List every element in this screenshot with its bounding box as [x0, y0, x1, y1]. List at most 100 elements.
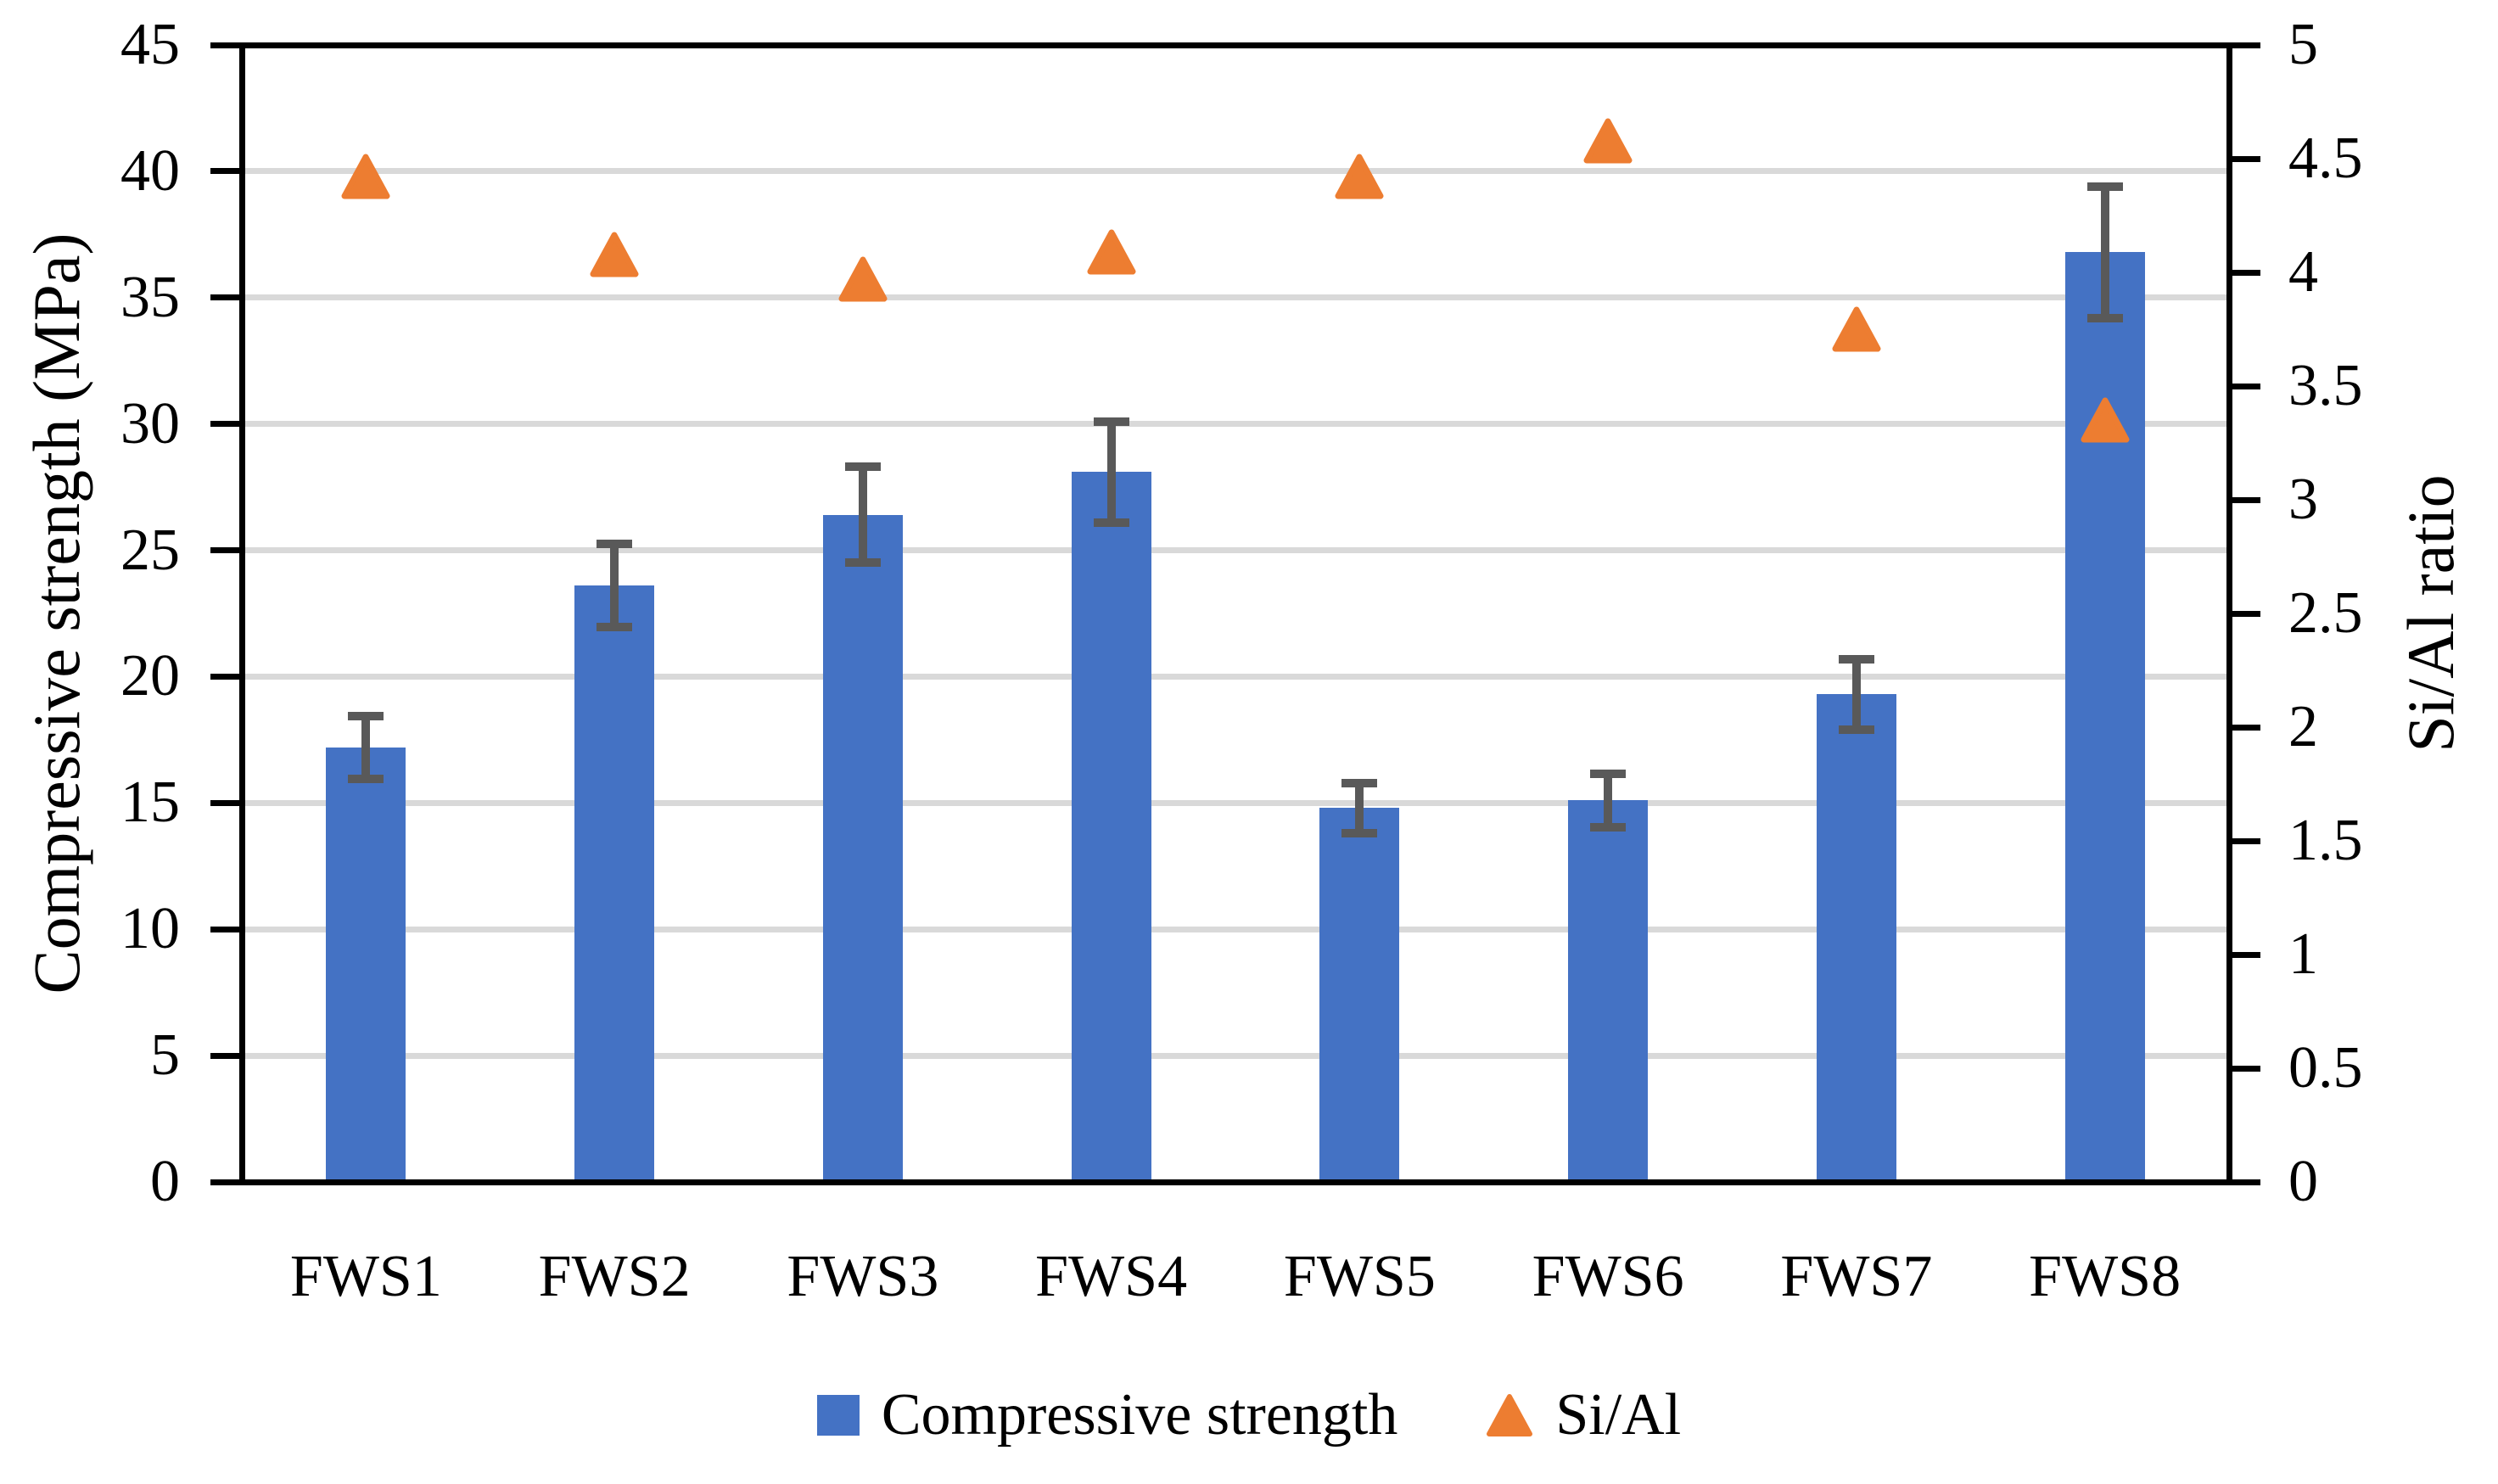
x-axis-label-FWS2: FWS2 — [538, 1244, 691, 1309]
error-bar-cap — [2086, 313, 2123, 322]
right-axis-tick-label: 2 — [2288, 694, 2318, 759]
right-axis-tick-label: 1 — [2288, 921, 2318, 987]
right-axis-tick-label: 1.5 — [2288, 808, 2363, 873]
error-bar-cap — [596, 623, 633, 632]
error-bar-stem — [1851, 658, 1861, 730]
left-axis-tick — [210, 1052, 242, 1059]
legend: Compressive strength Si/Al — [0, 1381, 2498, 1449]
bar-FWS6 — [1568, 800, 1649, 1182]
error-bar-cap — [1590, 770, 1627, 779]
right-axis-tick-label: 0.5 — [2288, 1035, 2363, 1100]
si-al-marker — [1832, 306, 1881, 352]
right-axis-tick — [2229, 1065, 2260, 1072]
error-bar-cap — [1341, 778, 1378, 787]
left-axis-title: Compressive strength (MPa) — [20, 232, 93, 994]
error-bar-cap — [1838, 654, 1874, 664]
x-axis-label-FWS1: FWS1 — [289, 1244, 442, 1309]
error-bar-cap — [596, 540, 633, 549]
triangle-marker-icon — [1486, 1393, 1533, 1437]
gridline — [242, 294, 2229, 301]
error-bar-stem — [361, 715, 371, 780]
si-al-marker — [1583, 118, 1633, 164]
right-axis-tick — [2229, 155, 2260, 162]
right-axis-tick — [2229, 42, 2260, 48]
left-axis-tick-label: 35 — [120, 264, 180, 330]
error-bar-cap — [1093, 518, 1129, 527]
left-axis-tick-label: 10 — [120, 896, 180, 962]
error-bar-cap — [1341, 829, 1378, 838]
left-axis-tick-label: 25 — [120, 517, 180, 583]
gridline — [242, 926, 2229, 932]
right-axis-tick — [2229, 1179, 2260, 1185]
right-axis-tick — [2229, 383, 2260, 389]
gridline — [242, 421, 2229, 428]
si-al-marker — [341, 154, 390, 199]
error-bar-cap — [1093, 417, 1129, 426]
left-axis-tick — [210, 926, 242, 932]
error-bar-cap — [844, 462, 881, 472]
gridline — [242, 547, 2229, 554]
right-axis-tick-label: 4.5 — [2288, 126, 2363, 191]
left-axis-tick-label: 45 — [120, 12, 180, 77]
error-bar-cap — [348, 775, 384, 784]
bar-FWS4 — [1071, 472, 1151, 1182]
error-bar-stem — [1604, 774, 1613, 827]
bar-FWS7 — [1816, 694, 1896, 1182]
error-bar-stem — [858, 467, 867, 563]
left-axis-tick — [210, 421, 242, 428]
right-axis-tick — [2229, 724, 2260, 731]
left-axis-tick-label: 30 — [120, 390, 180, 456]
left-axis-tick — [210, 168, 242, 175]
x-axis-label-FWS4: FWS4 — [1035, 1244, 1188, 1309]
right-axis-tick-label: 3 — [2288, 467, 2318, 532]
si-al-marker — [1087, 229, 1136, 275]
left-axis-tick — [210, 1179, 242, 1185]
left-axis-tick-label: 20 — [120, 643, 180, 709]
left-axis-tick-label: 0 — [150, 1149, 180, 1214]
right-axis-tick — [2229, 269, 2260, 276]
left-axis-tick — [210, 799, 242, 806]
left-axis-tick-label: 5 — [150, 1022, 180, 1089]
bar-FWS8 — [2064, 252, 2145, 1182]
right-axis-tick-label: 3.5 — [2288, 353, 2363, 418]
x-axis-label-FWS3: FWS3 — [787, 1244, 939, 1309]
right-axis-tick-label: 4 — [2288, 239, 2318, 305]
right-axis-title: Si/Al ratio — [2394, 474, 2467, 753]
bar-FWS1 — [326, 747, 406, 1182]
left-axis-tick — [210, 42, 242, 48]
error-bar-cap — [2086, 182, 2123, 191]
right-axis-tick — [2229, 951, 2260, 958]
gridline — [242, 673, 2229, 680]
axis-frame — [238, 42, 2232, 1185]
si-al-marker — [590, 232, 639, 277]
legend-item-compressive-strength: Compressive strength — [816, 1381, 1398, 1449]
right-axis-tick — [2229, 610, 2260, 617]
right-axis-tick — [2229, 496, 2260, 503]
left-axis-tick-label: 15 — [120, 770, 180, 836]
right-axis-tick — [2229, 837, 2260, 844]
x-axis-label-FWS6: FWS6 — [1532, 1244, 1684, 1309]
left-axis-tick — [210, 294, 242, 301]
error-bar-cap — [1590, 822, 1627, 832]
si-al-marker — [1335, 154, 1384, 199]
si-al-marker — [2081, 397, 2130, 443]
legend-label: Compressive strength — [881, 1382, 1398, 1448]
bar-series-swatch-icon — [816, 1395, 860, 1436]
gridline — [242, 1052, 2229, 1059]
x-axis-label-FWS8: FWS8 — [2029, 1244, 2182, 1309]
error-bar-cap — [348, 711, 384, 720]
x-axis-label-FWS5: FWS5 — [1283, 1244, 1436, 1309]
legend-label: Si/Al — [1555, 1382, 1682, 1448]
error-bar-stem — [610, 544, 619, 628]
left-axis-tick — [210, 547, 242, 554]
bar-FWS5 — [1319, 808, 1400, 1182]
si-al-marker — [838, 256, 888, 302]
right-axis-tick-label: 5 — [2288, 12, 2318, 77]
error-bar-cap — [1838, 725, 1874, 734]
legend-item-si-al: Si/Al — [1486, 1381, 1681, 1449]
error-bar-stem — [1106, 421, 1116, 523]
gridline — [242, 168, 2229, 175]
bar-FWS2 — [574, 585, 655, 1182]
